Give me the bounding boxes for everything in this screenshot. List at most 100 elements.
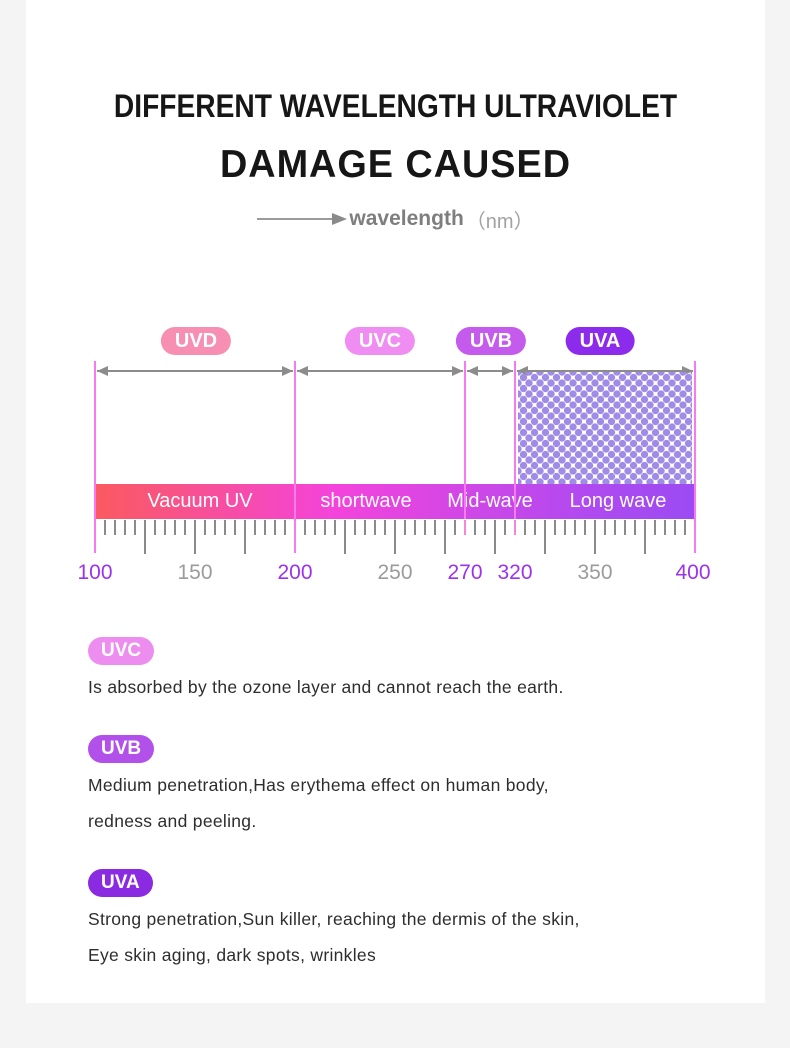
ruler-tick [604,520,606,535]
section-text-line: Medium penetration,Has erythema effect o… [88,775,549,795]
ruler-tick [424,520,426,535]
ruler-tick [614,520,616,535]
ruler-tick [244,520,246,554]
ruler-tick [194,520,196,554]
range-arrow-uvc [297,366,463,376]
ruler-tick [584,520,586,535]
ruler-tick [304,520,306,535]
ruler-tick [444,520,446,554]
ruler-tick [204,520,206,535]
ruler-tick [484,520,486,535]
boundary-line-3 [514,361,516,519]
ruler-tick [554,520,556,535]
ruler-tick [324,520,326,535]
ruler-tick [414,520,416,535]
bar-label-uvd: Vacuum UV [147,490,253,512]
ruler-tick [354,520,356,535]
section-uva: UVA Strong penetration,Sun killer, reachi… [88,869,708,969]
ruler-tick [624,520,626,535]
ruler-tick [224,520,226,535]
ruler-tick [434,520,436,535]
right-arrow-icon [257,213,348,225]
section-badge-uvc: UVC [88,637,155,665]
ruler-tick [314,520,316,535]
range-arrow-uvb [467,366,513,376]
ruler-tick [594,520,596,554]
ruler-tick [214,520,216,535]
infographic-card: DIFFERENT WAVELENGTH ULTRAVIOLET DAMAGE … [26,0,765,1003]
ruler-tick [124,520,126,535]
title-line-2: DAMAGE CAUSED [219,143,571,186]
uva-dotted-region [518,372,692,484]
range-arrow-uvd [97,366,293,376]
ruler-tick [454,520,456,535]
boundary-line-4 [694,361,696,553]
band-badge-uvd: UVD [160,327,232,355]
ruler-tick [464,520,466,535]
bar-label-uvc: shortwave [320,490,412,512]
ruler-tick [274,520,276,535]
ruler-tick [404,520,406,535]
ruler-tick [284,520,286,535]
ruler-tick [164,520,166,535]
scale-labels: 100 150 200 250 270 320 350 400 [77,561,710,587]
scale-label-100: 100 [77,561,113,584]
spectrum-gradient-bar: Vacuum UV shortwave Mid-wave Long wave [95,484,695,519]
section-uvc: UVC Is absorbed by the ozone layer and ca… [88,637,708,701]
scale-label-270: 270 [447,561,483,584]
bar-label-uva: Long wave [569,490,667,512]
ruler-tick [384,520,386,535]
ruler-tick [104,520,106,535]
uv-descriptions: UVC Is absorbed by the ozone layer and ca… [88,637,708,969]
ruler-tick [234,520,236,535]
boundary-line-2 [464,361,466,519]
ruler-tick [184,520,186,535]
section-text-line: Strong penetration,Sun killer, reaching … [88,909,580,929]
scale-label-250: 250 [377,561,413,584]
ruler-tick [264,520,266,535]
section-text-line: Eye skin aging, dark spots, wrinkles [88,945,377,965]
ruler-tick [374,520,376,535]
bar-label-uvb: Mid-wave [447,490,533,512]
ruler-tick [674,520,676,535]
ruler-tick [494,520,496,554]
scale-label-150: 150 [177,561,213,584]
section-badge-uvb: UVB [88,735,155,763]
scale-label-200: 200 [277,561,313,584]
scale-label-400: 400 [675,561,711,584]
ruler-tick [474,520,476,535]
title-line-1: DIFFERENT WAVELENGTH ULTRAVIOLET [113,88,678,124]
ruler-tick [634,520,636,535]
section-uvb: UVB Medium penetration,Has erythema effec… [88,735,708,835]
band-badge-uvc: UVC [344,327,416,355]
ruler-tick [564,520,566,535]
axis-unit: （nm） [465,210,534,233]
boundary-line-1 [294,361,296,553]
ruler-tick [344,520,346,554]
scale-label-350: 350 [577,561,613,584]
ruler-tick [514,520,516,535]
axis-label: wavelength [349,207,464,230]
ruler-tick [254,520,256,535]
ruler-tick [654,520,656,535]
section-text-line: redness and peeling. [88,811,257,831]
ruler-tick [574,520,576,535]
ruler-tick [524,520,526,535]
uv-spectrum-diagram: UVD UVC UVB UVA Vacuum UV shortwave Mid-wave L… [77,327,711,589]
ruler-tick [664,520,666,535]
ruler-tick [504,520,506,535]
scale-label-320: 320 [497,561,533,584]
ruler-tick [534,520,536,535]
ruler-tick [364,520,366,535]
boundary-line-0 [94,361,96,553]
ruler-tick [134,520,136,535]
range-arrow-uva [517,366,693,376]
ruler-tick [394,520,396,554]
ruler-tick [144,520,146,554]
section-badge-uva: UVA [88,869,153,897]
wavelength-ruler [95,519,695,555]
band-badge-uvb: UVB [455,327,527,355]
band-badge-uva: UVA [565,327,635,355]
ruler-tick [544,520,546,554]
ruler-tick [644,520,646,554]
